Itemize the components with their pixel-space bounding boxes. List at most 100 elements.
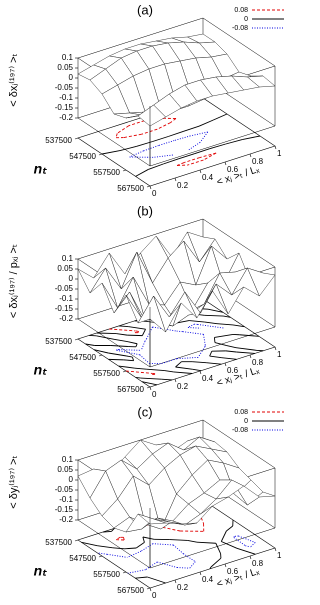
contour-segment	[93, 349, 109, 354]
contour-segment	[135, 330, 139, 332]
y-tick	[199, 370, 202, 375]
y-tick	[149, 185, 152, 190]
contour-segment	[135, 576, 148, 579]
y-tick-label: 0	[152, 390, 157, 399]
z-tick-label: -0.2	[59, 515, 73, 524]
legend-label: 0	[244, 418, 248, 425]
figure: (a)0.10.050-0.05-0.1-0.15-0.253750054750…	[8, 2, 284, 600]
contour-segment	[233, 537, 246, 547]
contour-segment	[209, 566, 212, 570]
contour-segment	[125, 370, 153, 374]
x-tick	[146, 386, 151, 389]
z-tick-label: 0.05	[57, 465, 73, 474]
z-tick-label: -0.1	[59, 495, 73, 504]
contour-segment	[242, 135, 261, 141]
contour-segment	[118, 365, 135, 369]
contour-segment	[146, 326, 153, 339]
contour-segment	[141, 381, 158, 386]
contour-segment	[220, 530, 227, 542]
panel-label: (b)	[137, 203, 153, 218]
x-tick	[74, 539, 79, 542]
contour-segment	[221, 541, 238, 549]
contour-segment	[97, 545, 113, 549]
contour-segment	[131, 356, 135, 361]
y-tick	[224, 563, 227, 568]
z-tick-label: 0.05	[57, 63, 73, 72]
z-axis-label: < δxⱼ⁽¹⁹⁷⁾ >ₜ	[8, 53, 20, 107]
x-tick	[146, 587, 151, 590]
contour-segment	[225, 139, 243, 145]
contour-segment	[236, 351, 255, 354]
y-tick	[199, 169, 202, 174]
contour-segment	[152, 543, 174, 546]
contour-segment	[196, 541, 216, 544]
y-tick-label: 0.6	[227, 366, 239, 375]
y-tick	[199, 571, 202, 576]
z-tick-label: -0.1	[59, 93, 73, 102]
contour-segment	[245, 545, 251, 548]
x-tick	[98, 555, 103, 558]
z-tick-label: -0.15	[55, 505, 74, 514]
contour-segment	[140, 543, 154, 552]
contour-segment	[127, 550, 142, 558]
contour-segment	[223, 315, 231, 318]
contour-segment	[161, 378, 173, 381]
y-tick	[249, 555, 252, 560]
legend-label: 0.08	[234, 409, 248, 416]
legend-label: -0.08	[232, 427, 248, 434]
contour-segment	[129, 150, 144, 158]
contour-segment	[118, 325, 129, 328]
contour-segment	[96, 335, 115, 340]
x-tick-label: 547500	[69, 554, 96, 563]
contour-segment	[212, 113, 228, 121]
contour-segment	[174, 135, 191, 141]
contour-segment	[203, 152, 217, 161]
contour-segment	[190, 131, 208, 137]
contour-segment	[148, 163, 164, 170]
contour-segment	[213, 337, 216, 343]
z-tick-label: -0.15	[55, 304, 74, 313]
contour-segment	[233, 536, 235, 538]
contour-segment	[116, 333, 128, 336]
y-tick	[149, 386, 152, 391]
y-tick	[174, 378, 177, 383]
contour-segment	[153, 154, 173, 158]
contour-segment	[107, 553, 128, 558]
contour-segment	[173, 371, 193, 374]
x-tick-label: 547500	[69, 353, 96, 362]
contour-segment	[157, 122, 171, 130]
legend-label: -0.08	[232, 25, 248, 32]
z-tick-label: -0.2	[59, 113, 73, 122]
contour-segment	[192, 361, 207, 364]
surface-cell	[137, 104, 166, 127]
contour-segment	[226, 525, 234, 532]
x-tick-label: 537500	[45, 538, 72, 547]
y-tick-label: 0.2	[177, 382, 189, 391]
contour-segment	[96, 332, 117, 335]
contour-segment	[115, 536, 121, 541]
contour-segment	[182, 331, 204, 335]
contour-segment	[175, 361, 182, 368]
y-tick-label: 0.2	[177, 181, 189, 190]
contour-segment	[164, 370, 174, 373]
contour-segment	[102, 531, 112, 533]
z-tick-label: 0.05	[57, 264, 73, 273]
contour-segment	[178, 153, 195, 160]
contour-segment	[135, 343, 138, 347]
y-tick	[249, 153, 252, 158]
contour-segment	[118, 350, 140, 356]
contour-segment	[187, 159, 204, 166]
legend-label: 0.08	[234, 7, 248, 14]
contour-segment	[119, 145, 137, 152]
contour-segment	[235, 347, 258, 351]
x-tick	[98, 354, 103, 357]
y-tick-label: 0.8	[252, 157, 264, 166]
contour-segment	[214, 342, 227, 347]
contour-segment	[170, 118, 177, 123]
z-tick-label: 0.1	[62, 254, 74, 263]
contour-segment	[117, 125, 130, 134]
contour-segment	[250, 542, 256, 548]
z-tick-label: 0.1	[62, 53, 74, 62]
z-tick-label: -0.2	[59, 314, 73, 323]
x-tick	[122, 370, 127, 373]
